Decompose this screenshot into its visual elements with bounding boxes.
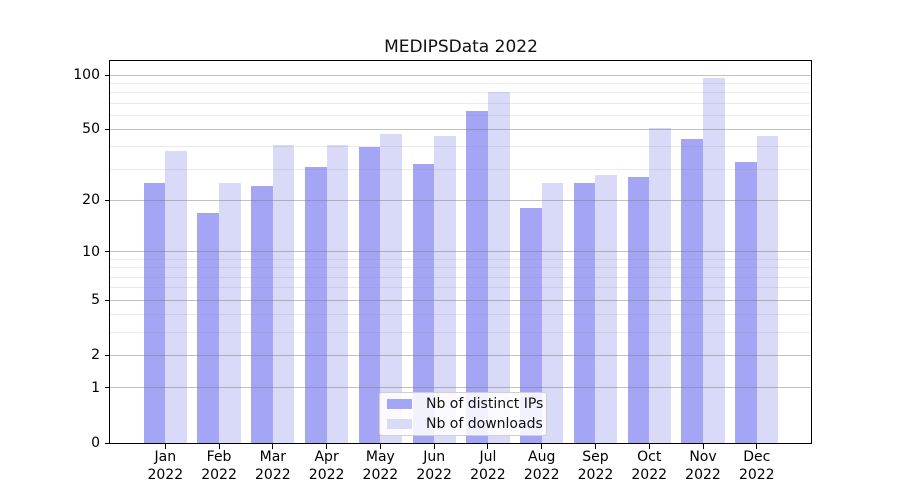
bar-apr-downloads [326, 144, 349, 443]
x-tick-label: Jun 2022 [416, 449, 452, 483]
legend-label-downloads: Nb of downloads [426, 416, 543, 432]
gridline-minor [110, 92, 811, 94]
bar-may-distinct-ips [358, 146, 381, 443]
y-tick-mark [105, 387, 110, 389]
bar-nov-downloads [703, 78, 725, 443]
x-tick-label: Mar 2022 [255, 449, 291, 483]
gridline-minor [110, 258, 811, 260]
bar-dec-distinct-ips [735, 161, 757, 443]
gridline-minor [110, 146, 811, 148]
legend-label-distinct-ips: Nb of distinct IPs [426, 396, 544, 412]
x-tick-mark [433, 444, 435, 449]
x-tick-label: Aug 2022 [523, 449, 560, 483]
gridline-minor [110, 276, 811, 278]
y-tick-label: 10 [82, 243, 100, 260]
x-tick-mark [541, 444, 543, 449]
x-tick-label: Dec 2022 [738, 449, 775, 483]
y-tick-label: 100 [73, 67, 100, 83]
y-tick-label: 20 [82, 192, 100, 209]
y-tick-label: 0 [91, 435, 100, 451]
x-tick-mark [164, 444, 166, 449]
x-tick-mark [326, 444, 328, 449]
x-tick-mark [487, 444, 489, 449]
bar-apr-distinct-ips [305, 166, 327, 443]
y-tick-mark [105, 128, 110, 130]
bar-jun-downloads [434, 136, 456, 443]
gridline-minor [110, 114, 811, 116]
bar-oct-downloads [649, 127, 671, 443]
gridline-minor [110, 287, 811, 289]
gridline-major [110, 251, 811, 253]
x-tick-label: Oct 2022 [631, 449, 668, 483]
y-tick-mark [105, 199, 110, 201]
y-tick-label: 1 [91, 379, 100, 396]
legend-swatch-downloads [387, 419, 412, 429]
legend-entry-downloads: Nb of downloads [380, 415, 546, 433]
gridline-minor [110, 331, 811, 333]
x-tick-label: Jul 2022 [470, 449, 506, 483]
x-tick-mark [756, 444, 758, 449]
gridline-major [110, 199, 811, 201]
y-tick-mark [105, 299, 110, 301]
legend-swatch-distinct-ips [387, 399, 412, 409]
x-tick-mark [379, 444, 381, 449]
bar-may-downloads [380, 134, 402, 443]
y-tick-label: 5 [91, 292, 100, 309]
bar-oct-distinct-ips [627, 177, 650, 443]
bar-feb-distinct-ips [197, 212, 220, 443]
x-tick-label: Apr 2022 [308, 449, 345, 483]
x-tick-mark [648, 444, 650, 449]
y-tick-label: 50 [82, 121, 100, 138]
bar-jul-downloads [487, 91, 510, 443]
x-tick-mark [272, 444, 274, 449]
bar-jan-downloads [165, 150, 187, 443]
x-tick-mark [594, 444, 596, 449]
x-tick-label: Nov 2022 [685, 449, 721, 483]
x-tick-label: Feb 2022 [201, 449, 237, 483]
y-tick-mark [105, 354, 110, 356]
gridline-major [110, 299, 811, 301]
bar-dec-downloads [756, 136, 779, 443]
bar-jan-distinct-ips [143, 183, 166, 443]
bar-sep-distinct-ips [573, 183, 596, 443]
gridline-minor [110, 314, 811, 316]
gridline-minor [110, 168, 811, 170]
bar-jul-distinct-ips [466, 111, 488, 443]
y-tick-mark [105, 251, 110, 253]
bar-mar-downloads [272, 144, 295, 443]
gridline-minor [110, 102, 811, 104]
gridline-major [110, 354, 811, 356]
bar-sep-downloads [595, 174, 618, 443]
gridline-major [110, 387, 811, 389]
x-tick-label: Jan 2022 [147, 449, 184, 483]
bar-mar-distinct-ips [251, 186, 273, 443]
bar-feb-downloads [219, 183, 241, 443]
x-tick-mark [702, 444, 704, 449]
x-tick-label: May 2022 [362, 449, 399, 483]
x-tick-mark [218, 444, 220, 449]
bar-nov-distinct-ips [681, 139, 703, 443]
gridline-minor [110, 267, 811, 269]
y-tick-mark [105, 442, 110, 444]
gridline-major [110, 128, 811, 130]
bar-jun-distinct-ips [412, 164, 435, 443]
y-tick-label: 2 [91, 347, 100, 364]
plot-area [109, 60, 812, 444]
legend-entry-distinct-ips: Nb of distinct IPs [380, 395, 546, 413]
y-tick-mark [105, 74, 110, 76]
gridline-minor [110, 82, 811, 84]
bar-aug-distinct-ips [520, 208, 542, 443]
gridline-major [110, 74, 811, 76]
bar-aug-downloads [541, 183, 564, 443]
x-tick-label: Sep 2022 [577, 449, 614, 483]
chart-title: MEDIPSData 2022 [384, 37, 538, 57]
legend: Nb of distinct IPs Nb of downloads [379, 392, 547, 436]
